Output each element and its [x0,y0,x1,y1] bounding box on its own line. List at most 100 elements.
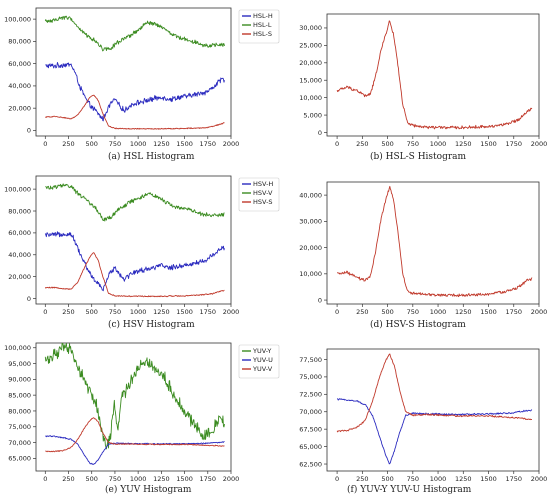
x-tick-label: 0 [43,308,47,316]
x-tick-label: 1250 [455,140,472,148]
chart-hsl-s: 0 250 500 750 1000 1250 1500 1750 2000 0 5,000 10,0… [299,13,548,148]
x-tick-label: 500 [381,475,393,483]
x-tick-label: 1500 [176,140,193,148]
y-tick-label: 65,000 [8,455,31,463]
y-tick-label: 77,500 [299,356,322,364]
x-tick-label: 250 [62,140,74,148]
x-tick-label: 1250 [153,475,170,483]
y-tick-label: 80,000 [8,407,31,415]
x-tick-label: 2000 [223,475,240,483]
chart-panel-hsl-s: 0 250 500 750 1000 1250 1500 1750 2000 0 5,000 10,0… [275,0,550,168]
x-tick-label: 500 [381,308,393,316]
y-tick-label: 72,500 [299,391,322,399]
x-tick-label: 750 [109,308,121,316]
y-tick-label: 25,000 [299,42,322,50]
y-tick-label: 90,000 [8,376,31,384]
x-tick-label: 1000 [430,308,447,316]
caption-hsv-s: (d) HSV-S Histogram [370,320,466,330]
x-tick-label: 1500 [480,308,497,316]
x-tick-label: 250 [356,140,368,148]
x-tick-label: 1250 [153,308,170,316]
chart-panel-hsv-s: 0 250 500 750 1000 1250 1500 1750 2000 0 10,000 20,… [275,168,550,335]
x-tick-label: 1000 [130,308,147,316]
x-tick-label: 250 [356,475,368,483]
x-tick-label: 2000 [223,140,240,148]
chart-hsl: 0 250 500 750 1000 1250 1500 1750 2000 0 20,000 40,… [4,7,280,148]
series-line-yuv-y [44,343,225,450]
x-tick-label: 1000 [130,140,147,148]
series-line-hsl-l [44,15,225,52]
x-tick-label: 1500 [480,140,497,148]
x-tick-label: 500 [381,140,393,148]
chart-yuv: 0 250 500 750 1000 1250 1500 1750 2000 65,000 70,0… [4,342,280,483]
x-tick-label: 750 [109,475,121,483]
x-tick-label: 500 [86,308,98,316]
x-tick-label: 250 [62,308,74,316]
x-tick-label: 500 [86,475,98,483]
x-tick-label: 0 [335,140,339,148]
x-tick-label: 750 [407,140,419,148]
y-tick-label: 80,000 [8,38,31,46]
legend-box [238,344,280,379]
y-tick-label: 20,000 [299,59,322,67]
y-tick-label: 0 [318,296,322,304]
x-tick-label: 1000 [430,140,447,148]
y-tick-label: 0 [318,129,322,137]
y-tick-label: 20,000 [8,273,31,281]
y-tick-label: 20,000 [8,104,31,112]
y-tick-label: 65,000 [299,443,322,451]
legend-label-hsl-s: HSL-S [253,30,272,38]
x-tick-label: 1500 [176,475,193,483]
y-tick-label: 0 [27,295,31,303]
plot-frame [326,348,540,472]
y-tick-label: 70,000 [8,439,31,447]
x-tick-label: 0 [335,475,339,483]
chart-hsv: 0 250 500 750 1000 1250 1500 1750 2000 0 20,000 40,… [4,175,280,316]
legend-label-hsv-v: HSV-V [253,189,273,197]
y-tick-label: 75,000 [8,423,31,431]
x-tick-label: 750 [407,475,419,483]
series-line-hsl-s [44,94,225,130]
x-tick-label: 1500 [176,308,193,316]
y-tick-label: 60,000 [8,229,31,237]
y-tick-label: 30,000 [299,218,322,226]
y-tick-label: 5,000 [303,111,322,119]
caption-yuv-y-u: (f) YUV-Y YUV-U Histogram [347,485,472,495]
x-tick-label: 1250 [455,475,472,483]
x-tick-label: 0 [43,475,47,483]
chart-hsv-s: 0 250 500 750 1000 1250 1500 1750 2000 0 10,000 20,… [299,181,548,316]
legend-label-yuv-y: YUV-Y [252,347,271,355]
x-tick-label: 750 [109,140,121,148]
legend-label-hsv-h: HSV-H [253,180,273,188]
legend-box [238,177,280,212]
x-tick-label: 1750 [505,308,522,316]
plot-frame [35,7,232,137]
plot-frame [35,342,232,472]
y-tick-label: 100,000 [4,344,31,352]
x-tick-label: 0 [43,140,47,148]
y-tick-label: 10,000 [299,270,322,278]
x-tick-label: 2000 [531,308,548,316]
y-tick-label: 15,000 [299,77,322,85]
y-tick-label: 10,000 [299,94,322,102]
x-tick-label: 250 [62,475,74,483]
plot-frame [326,13,540,137]
y-tick-label: 85,000 [8,391,31,399]
series-line-hsv-s [44,252,225,298]
y-tick-label: 20,000 [299,244,322,252]
caption-yuv: (e) YUV Histogram [105,485,192,495]
x-tick-label: 750 [407,308,419,316]
y-tick-label: 30,000 [299,24,322,32]
y-tick-label: 67,500 [299,425,322,433]
series-line-hsl-h [45,62,225,122]
y-tick-label: 40,000 [8,251,31,259]
caption-hsl-s: (b) HSL-S Histogram [370,152,467,162]
series-line-yuv-v [45,417,225,453]
series-line-hsv-v [45,183,225,222]
x-tick-label: 2000 [531,140,548,148]
series-line-hsv-h [44,231,225,292]
chart-panel-yuv-y-u: 0 250 500 750 1000 1250 1500 1750 2000 62,500 65,0… [275,335,550,500]
y-tick-label: 80,000 [8,207,31,215]
